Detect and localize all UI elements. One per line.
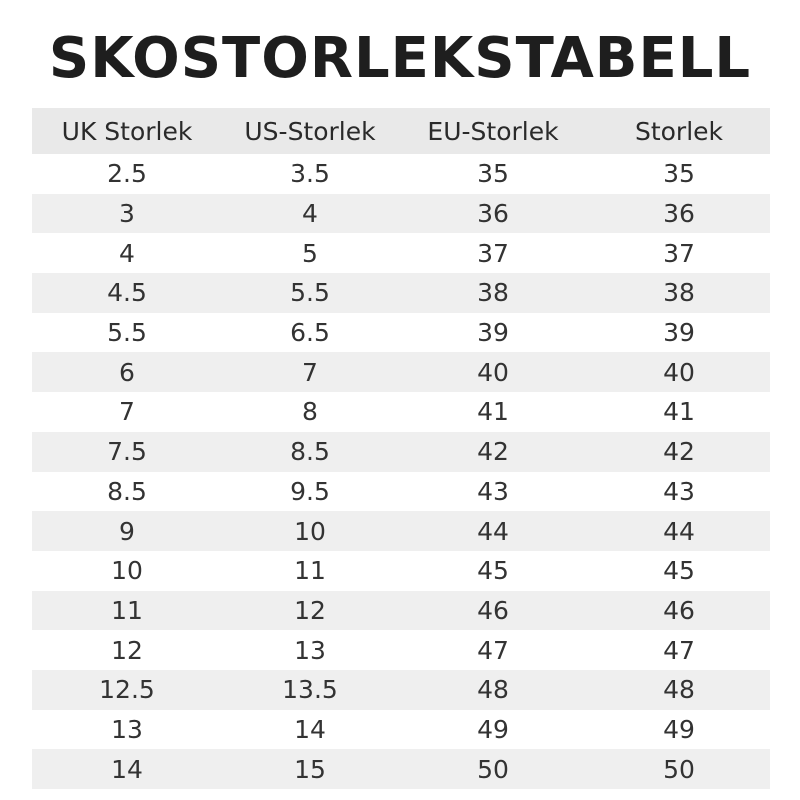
cell-size: 42 xyxy=(663,437,695,467)
cell-eu-size: 46 xyxy=(477,595,509,625)
column-header-eu: EU-Storlek xyxy=(427,116,559,146)
cell-eu-size: 38 xyxy=(477,278,509,308)
cell-size: 37 xyxy=(663,238,695,268)
cell-uk-size: 5.5 xyxy=(107,318,147,348)
cell-size: 44 xyxy=(663,516,695,546)
cell-uk-size: 12 xyxy=(111,635,143,665)
cell-eu-size: 50 xyxy=(477,754,509,784)
table-row: 6 7 40 40 xyxy=(32,352,770,393)
table-row: 9 10 44 44 xyxy=(32,511,770,551)
cell-size: 48 xyxy=(663,675,695,705)
table-header: UK Storlek US-Storlek EU-Storlek Storlek xyxy=(32,108,770,154)
cell-size: 49 xyxy=(663,714,695,744)
cell-us-size: 7 xyxy=(302,357,318,387)
cell-eu-size: 40 xyxy=(477,357,509,387)
cell-us-size: 6.5 xyxy=(290,318,330,348)
cell-us-size: 5.5 xyxy=(290,278,330,308)
cell-eu-size: 45 xyxy=(477,556,509,586)
table-row: 5.5 6.5 39 39 xyxy=(32,313,770,353)
cell-size: 38 xyxy=(663,278,695,308)
table-row: 4.5 5.5 38 38 xyxy=(32,273,770,313)
cell-eu-size: 37 xyxy=(477,238,509,268)
cell-eu-size: 35 xyxy=(477,159,509,189)
table-row: 3 4 36 36 xyxy=(32,193,770,234)
cell-us-size: 12 xyxy=(294,595,326,625)
cell-uk-size: 3 xyxy=(119,199,135,229)
page-title: SKOSTORLEKSTABELL xyxy=(48,26,752,91)
cell-size: 47 xyxy=(663,635,695,665)
size-chart-table: UK Storlek US-Storlek EU-Storlek Storlek… xyxy=(32,108,770,789)
table-row: 7 8 41 41 xyxy=(32,392,770,432)
header-row: UK Storlek US-Storlek EU-Storlek Storlek xyxy=(32,108,770,154)
cell-uk-size: 8.5 xyxy=(107,476,147,506)
cell-us-size: 10 xyxy=(294,516,326,546)
cell-size: 35 xyxy=(663,159,695,189)
cell-uk-size: 9 xyxy=(119,516,135,546)
cell-uk-size: 2.5 xyxy=(107,159,147,189)
cell-uk-size: 10 xyxy=(111,556,143,586)
cell-uk-size: 4 xyxy=(119,238,135,268)
cell-size: 50 xyxy=(663,754,695,784)
table-row: 10 11 45 45 xyxy=(32,551,770,591)
cell-size: 40 xyxy=(663,357,695,387)
table-body: 2.5 3.5 35 35 3 4 36 36 4 5 37 37 4.5 5.5 38 38 5.5 6.5 39… xyxy=(32,154,770,789)
cell-eu-size: 43 xyxy=(477,476,509,506)
table-row: 14 15 50 50 xyxy=(32,749,770,789)
table-row: 13 14 49 49 xyxy=(32,710,770,750)
cell-size: 43 xyxy=(663,476,695,506)
table-row: 2.5 3.5 35 35 xyxy=(32,154,770,194)
cell-uk-size: 7 xyxy=(119,397,135,427)
cell-size: 39 xyxy=(663,318,695,348)
column-header-size: Storlek xyxy=(634,116,724,146)
table-row: 4 5 37 37 xyxy=(32,233,770,273)
table-row: 7.5 8.5 42 42 xyxy=(32,431,770,472)
cell-uk-size: 13 xyxy=(111,714,143,744)
cell-eu-size: 41 xyxy=(477,397,509,427)
cell-uk-size: 11 xyxy=(111,595,143,625)
cell-size: 46 xyxy=(663,595,695,625)
cell-eu-size: 39 xyxy=(477,318,509,348)
cell-uk-size: 6 xyxy=(119,357,135,387)
cell-us-size: 8 xyxy=(302,397,318,427)
cell-eu-size: 49 xyxy=(477,714,509,744)
cell-us-size: 13 xyxy=(294,635,326,665)
cell-size: 45 xyxy=(663,556,695,586)
cell-us-size: 3.5 xyxy=(290,159,330,189)
cell-eu-size: 47 xyxy=(477,635,509,665)
cell-eu-size: 48 xyxy=(477,675,509,705)
cell-uk-size: 12.5 xyxy=(99,675,155,705)
cell-us-size: 9.5 xyxy=(290,476,330,506)
cell-uk-size: 4.5 xyxy=(107,278,147,308)
table-row: 11 12 46 46 xyxy=(32,590,770,631)
cell-us-size: 15 xyxy=(294,754,326,784)
cell-us-size: 5 xyxy=(302,238,318,268)
cell-uk-size: 14 xyxy=(111,754,143,784)
cell-us-size: 11 xyxy=(294,556,326,586)
column-header-uk: UK Storlek xyxy=(61,116,193,146)
cell-us-size: 4 xyxy=(302,199,318,229)
cell-us-size: 8.5 xyxy=(290,437,330,467)
cell-eu-size: 36 xyxy=(477,199,509,229)
table-row: 12.5 13.5 48 48 xyxy=(32,669,770,710)
cell-us-size: 14 xyxy=(294,714,326,744)
cell-uk-size: 7.5 xyxy=(107,437,147,467)
cell-size: 41 xyxy=(663,397,695,427)
cell-size: 36 xyxy=(663,199,695,229)
cell-eu-size: 42 xyxy=(477,437,509,467)
cell-us-size: 13.5 xyxy=(282,675,338,705)
column-header-us: US-Storlek xyxy=(244,116,376,146)
table-row: 12 13 47 47 xyxy=(32,630,770,670)
table-row: 8.5 9.5 43 43 xyxy=(32,472,770,512)
cell-eu-size: 44 xyxy=(477,516,509,546)
